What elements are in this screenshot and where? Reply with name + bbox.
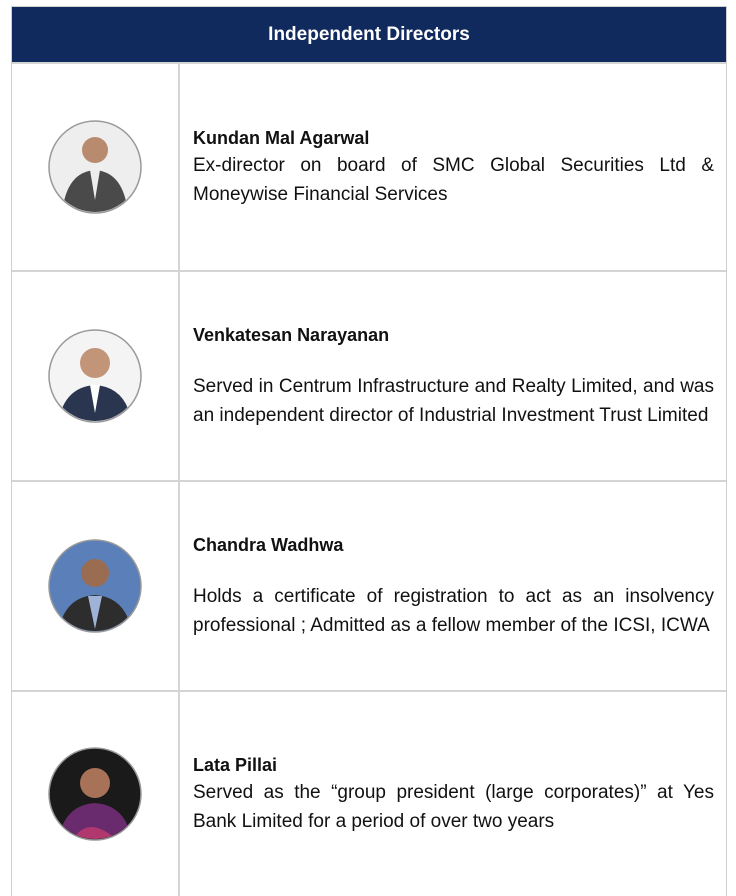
photo xyxy=(48,120,142,214)
director-description: Served in Centrum Infrastructure and Rea… xyxy=(193,376,714,426)
director-row: Venkatesan Narayanan Served in Centrum I… xyxy=(12,270,726,480)
text-cell: Venkatesan Narayanan Served in Centrum I… xyxy=(193,272,714,480)
text-cell: Kundan Mal Agarwal Ex-director on board … xyxy=(193,64,714,270)
director-name: Venkatesan Narayanan xyxy=(193,325,390,345)
table-frame xyxy=(11,6,727,896)
photo-cell xyxy=(12,692,180,896)
director-row: Kundan Mal Agarwal Ex-director on board … xyxy=(12,62,726,270)
header-title: Independent Directors xyxy=(12,7,726,62)
photo-cell xyxy=(12,272,180,480)
director-name: Lata Pillai xyxy=(193,755,278,775)
photo-cell xyxy=(12,64,180,270)
director-name: Kundan Mal Agarwal xyxy=(193,128,370,148)
director-description: Holds a certificate of registration to a… xyxy=(193,586,714,636)
director-description: Served as the “group president (large co… xyxy=(193,782,714,832)
director-description: Ex-director on board of SMC Global Secur… xyxy=(193,155,714,205)
text-cell: Chandra Wadhwa Holds a certificate of re… xyxy=(193,482,714,690)
director-row: Lata Pillai Served as the “group preside… xyxy=(12,690,726,896)
director-row: Chandra Wadhwa Holds a certificate of re… xyxy=(12,480,726,690)
photo xyxy=(48,747,142,841)
photo xyxy=(48,329,142,423)
photo-cell xyxy=(12,482,180,690)
text-cell: Lata Pillai Served as the “group preside… xyxy=(193,692,714,896)
director-name: Chandra Wadhwa xyxy=(193,535,344,555)
photo xyxy=(48,539,142,633)
